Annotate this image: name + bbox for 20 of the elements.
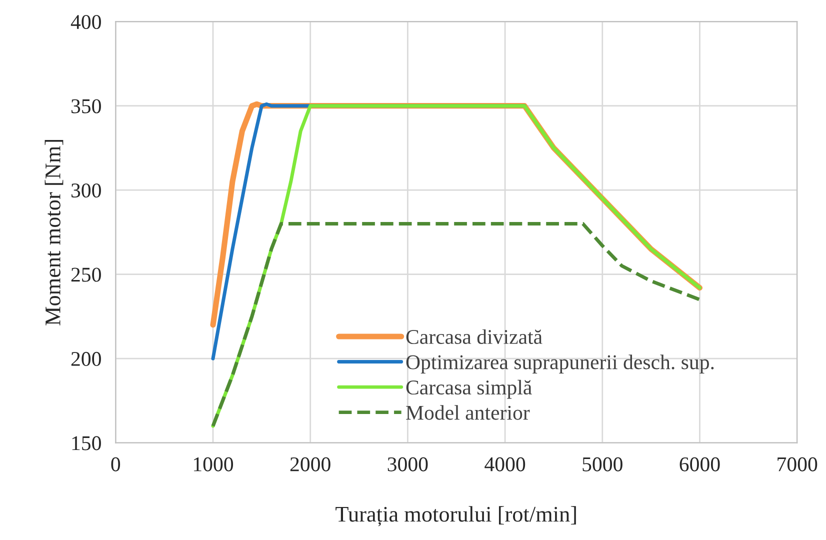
x-tick-label: 2000 — [290, 457, 330, 472]
legend-label: Carcasa simplă — [406, 380, 532, 399]
x-tick-label: 3000 — [388, 457, 428, 472]
x-tick-label: 1000 — [194, 457, 234, 472]
legend-label: Carcasa divizată — [406, 329, 542, 344]
x-tick-label: 0 — [111, 457, 120, 472]
y-tick-label: 300 — [71, 183, 101, 198]
legend-label: Model anterior — [406, 405, 530, 420]
y-tick-label: 150 — [72, 436, 101, 450]
legend-label: Optimizarea suprapunerii desch. sup. — [406, 354, 714, 374]
x-axis-title: Turația motorului [rot/min] — [336, 506, 576, 526]
y-tick-label: 400 — [70, 14, 101, 30]
x-tick-label: 4000 — [484, 457, 526, 472]
x-tick-label: 7000 — [778, 457, 818, 472]
x-tick-label: 6000 — [680, 457, 720, 472]
y-axis-title: Moment motor [Nm] — [44, 140, 64, 326]
y-tick-label: 250 — [71, 268, 101, 282]
x-tick-label: 5000 — [582, 457, 622, 472]
y-tick-label: 350 — [71, 99, 101, 114]
y-tick-label: 200 — [71, 352, 101, 366]
